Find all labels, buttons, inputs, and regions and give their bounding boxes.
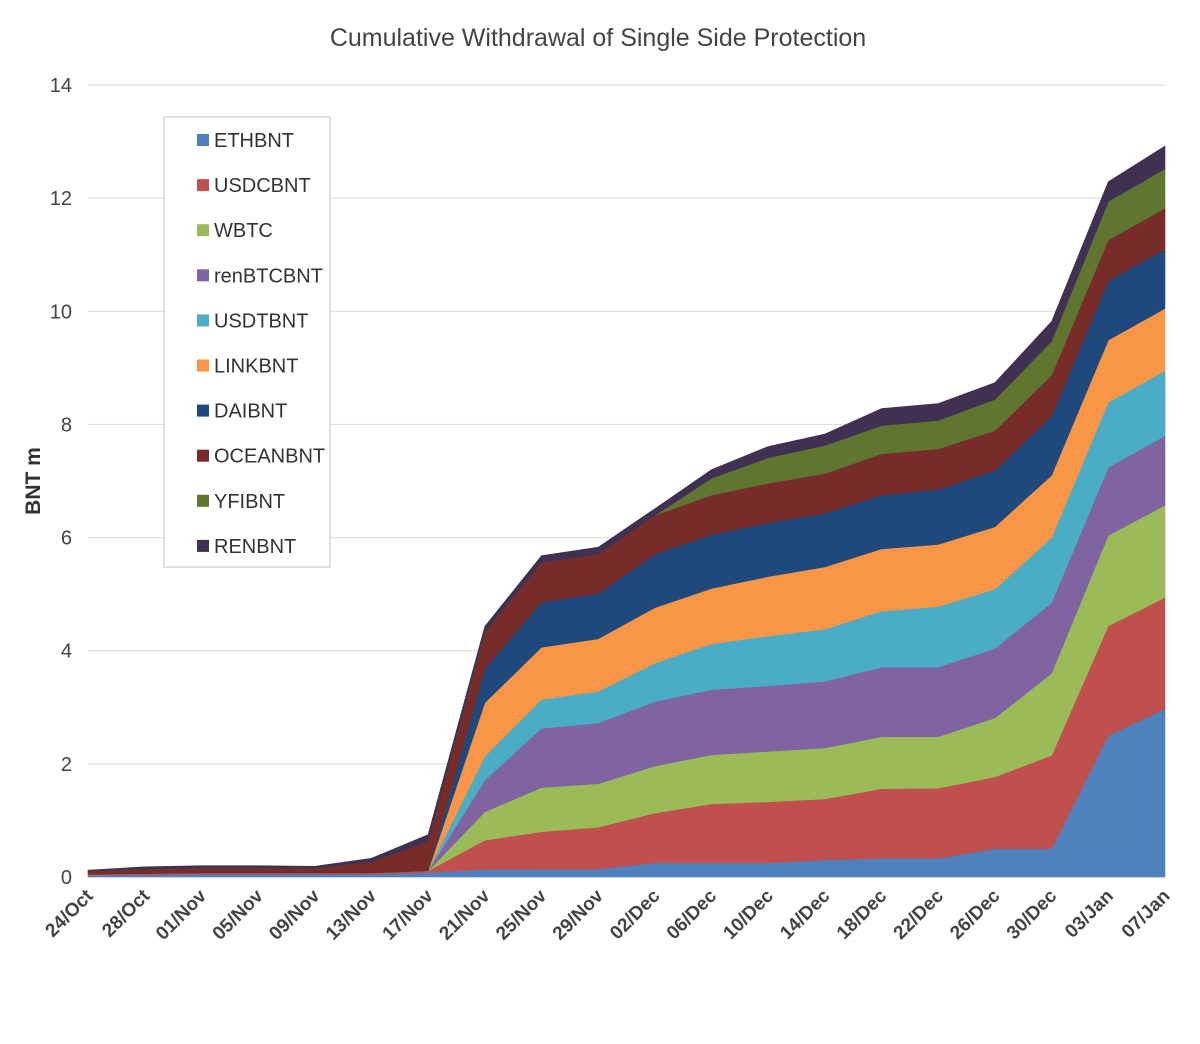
y-tick-label: 14 [50,75,72,97]
legend-label: LINKBNT [214,356,298,378]
legend-swatch [197,224,209,237]
chart-title: Cumulative Withdrawal of Single Side Pro… [330,24,866,52]
area-renbnt [87,145,1166,872]
x-tick-label: 07/Jan [1118,886,1175,943]
legend-items: ETHBNT USDCBNT WBTC renBTCBNT USDTBNT LINKBNT… [197,130,325,558]
y-tick-label: 2 [61,754,72,776]
y-tick-label: 12 [50,188,72,210]
legend-label: OCEANBNT [214,446,325,468]
x-tick-label: 03/Jan [1061,886,1118,943]
legend-swatch [197,179,209,192]
legend-label: WBTC [214,220,273,242]
y-tick-label: 0 [61,867,72,889]
legend-box [163,116,331,568]
legend-swatch [197,539,209,552]
x-tick-label: 21/Nov [435,885,494,944]
legend-label: RENBNT [214,536,296,558]
x-tick-label: 09/Nov [265,885,324,944]
y-tick-label: 8 [61,414,72,436]
y-tick-label: 10 [50,301,72,323]
legend-label: YFIBNT [214,491,285,513]
x-tick-label: 02/Dec [606,885,664,943]
legend: ETHBNT USDCBNT WBTC renBTCBNT USDTBNT LINKBNT… [163,116,331,568]
legend-label: ETHBNT [214,130,294,152]
x-tick-label: 18/Dec [833,885,891,943]
legend-label: renBTCBNT [214,265,323,287]
x-tick-label: 17/Nov [379,885,438,944]
x-tick-label: 25/Nov [492,885,551,944]
legend-swatch [197,269,209,282]
legend-label: USDTBNT [214,310,308,332]
y-tick-label: 4 [61,641,72,663]
x-tick-label: 05/Nov [209,885,268,944]
legend-swatch [197,449,209,462]
x-tick-label: 24/Oct [42,885,98,941]
x-tick-label: 01/Nov [152,885,211,944]
y-tick-label: 6 [61,528,72,550]
legend-label: USDCBNT [214,175,311,197]
legend-swatch [197,134,209,146]
legend-swatch [197,314,209,327]
legend-swatch [197,359,209,372]
legend-label: DAIBNT [214,401,287,423]
x-tick-label: 22/Dec [890,885,948,943]
x-tick-label: 29/Nov [549,885,608,944]
y-axis-label: BNT m [22,447,45,515]
x-tick-label: 28/Oct [98,885,154,941]
x-tick-label: 06/Dec [663,885,721,943]
x-axis-ticks: 24/Oct 28/Oct01/Nov05/Nov09/Nov13/Nov17/N… [42,885,1175,944]
x-tick-label: 14/Dec [776,885,834,943]
x-tick-label: 10/Dec [720,885,778,943]
legend-swatch [197,494,209,507]
legend-swatch [197,404,209,417]
x-tick-label: 13/Nov [322,885,381,944]
x-tick-label: 26/Dec [946,885,1004,943]
areas [87,145,1166,878]
x-tick-label: 30/Dec [1003,885,1061,943]
y-axis-ticks: 0 2 4 6 8 10 12 14 [50,75,72,889]
